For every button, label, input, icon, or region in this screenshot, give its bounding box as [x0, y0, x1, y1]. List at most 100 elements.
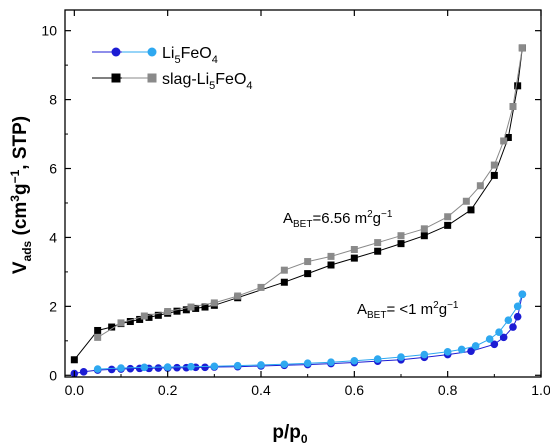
data-point	[504, 316, 513, 324]
series-1	[94, 44, 526, 341]
y-tick-label: 6	[49, 161, 57, 177]
data-point	[327, 252, 335, 260]
data-point	[154, 364, 163, 372]
data-point	[164, 308, 172, 316]
x-tick-label: 1.0	[531, 382, 550, 398]
y-tick-label: 2	[49, 298, 57, 314]
data-point	[513, 312, 522, 321]
data-point	[140, 312, 148, 320]
legend-label-li5feo4: Li5FeO4	[162, 45, 218, 66]
data-point	[126, 318, 134, 326]
y-axis-title: Vads (cm3g−1, STP)	[8, 116, 34, 274]
data-point	[420, 232, 428, 240]
data-point	[257, 283, 265, 291]
data-point	[490, 161, 498, 169]
annotation-bet-slag: ABET=6.56 m2g−1	[283, 209, 393, 230]
data-point	[513, 302, 522, 311]
data-point	[509, 102, 517, 110]
data-point	[303, 359, 312, 368]
series-line	[97, 47, 523, 338]
data-point	[443, 348, 452, 356]
data-point	[280, 266, 288, 274]
data-point	[182, 306, 190, 314]
plot-frame	[64, 9, 542, 378]
data-point	[234, 292, 242, 300]
legend-marker-desorption	[147, 47, 157, 57]
data-point	[397, 353, 405, 361]
y-tick-label: 10	[41, 23, 57, 39]
series-line	[97, 294, 523, 370]
data-point	[420, 350, 429, 359]
x-tick-label: 0.0	[65, 382, 85, 398]
data-point	[107, 365, 116, 374]
data-point	[327, 261, 335, 269]
data-point	[233, 361, 242, 370]
data-point	[117, 364, 125, 372]
data-point	[201, 303, 209, 311]
x-tick-label: 0.8	[438, 382, 458, 398]
data-point	[304, 258, 312, 266]
data-point	[210, 299, 218, 307]
data-point	[518, 44, 526, 52]
y-tick-label: 0	[49, 367, 57, 383]
data-point	[490, 340, 499, 349]
data-point	[374, 247, 382, 255]
series-3	[93, 290, 527, 373]
data-point	[509, 323, 517, 331]
data-point	[163, 363, 172, 371]
data-point	[444, 221, 452, 229]
legend-marker-desorption	[147, 73, 157, 83]
axis-ticks: 0.0 0.2 0.4 0.6 0.8 1.0 0 2 4 6 8 10	[41, 10, 550, 398]
x-tick-label: 0.2	[158, 382, 178, 398]
data-point	[467, 206, 475, 214]
data-point	[280, 278, 288, 286]
data-point	[117, 319, 125, 327]
data-point	[327, 358, 335, 366]
data-point	[373, 355, 382, 363]
data-point	[210, 362, 219, 371]
x-axis-title: p/p0	[272, 422, 308, 446]
data-point	[79, 368, 88, 376]
annotation-bet-li5feo4: ABET= <1 m2g−1	[357, 300, 459, 321]
legend-marker-adsorption	[111, 47, 121, 57]
data-point	[187, 303, 195, 311]
legend-entry-li5feo4: Li5FeO4	[92, 45, 218, 66]
data-point	[397, 232, 405, 240]
data-point	[499, 333, 508, 342]
legend-entry-slag-li5feo4: slag-Li5FeO4	[92, 71, 253, 92]
data-point	[350, 245, 358, 253]
data-point	[70, 356, 78, 364]
legend: Li5FeO4 slag-Li5FeO4	[92, 45, 253, 92]
data-point	[126, 364, 135, 373]
data-point	[444, 213, 452, 221]
data-point	[485, 335, 494, 343]
data-point	[173, 307, 181, 315]
x-tick-label: 0.4	[251, 382, 271, 398]
y-tick-label: 8	[49, 92, 57, 108]
data-point	[280, 360, 289, 369]
data-point	[108, 323, 116, 331]
data-point	[490, 171, 498, 179]
data-point	[518, 290, 527, 299]
data-point	[173, 363, 181, 372]
data-point	[187, 362, 195, 371]
series-line	[73, 47, 523, 361]
data-point	[140, 363, 149, 372]
data-point	[374, 239, 382, 247]
data-point	[192, 304, 200, 312]
data-point	[93, 365, 102, 373]
data-point	[457, 345, 466, 354]
data-point	[397, 240, 405, 248]
data-point	[471, 342, 480, 350]
data-point	[154, 311, 162, 319]
data-point	[495, 328, 503, 337]
data-point	[94, 333, 102, 341]
data-point	[462, 197, 470, 205]
legend-label-slag-li5feo4: slag-Li5FeO4	[162, 71, 253, 92]
data-point	[504, 134, 512, 142]
series-0	[70, 44, 526, 364]
data-point	[350, 254, 358, 262]
data-point	[136, 315, 144, 323]
data-point	[500, 137, 508, 145]
